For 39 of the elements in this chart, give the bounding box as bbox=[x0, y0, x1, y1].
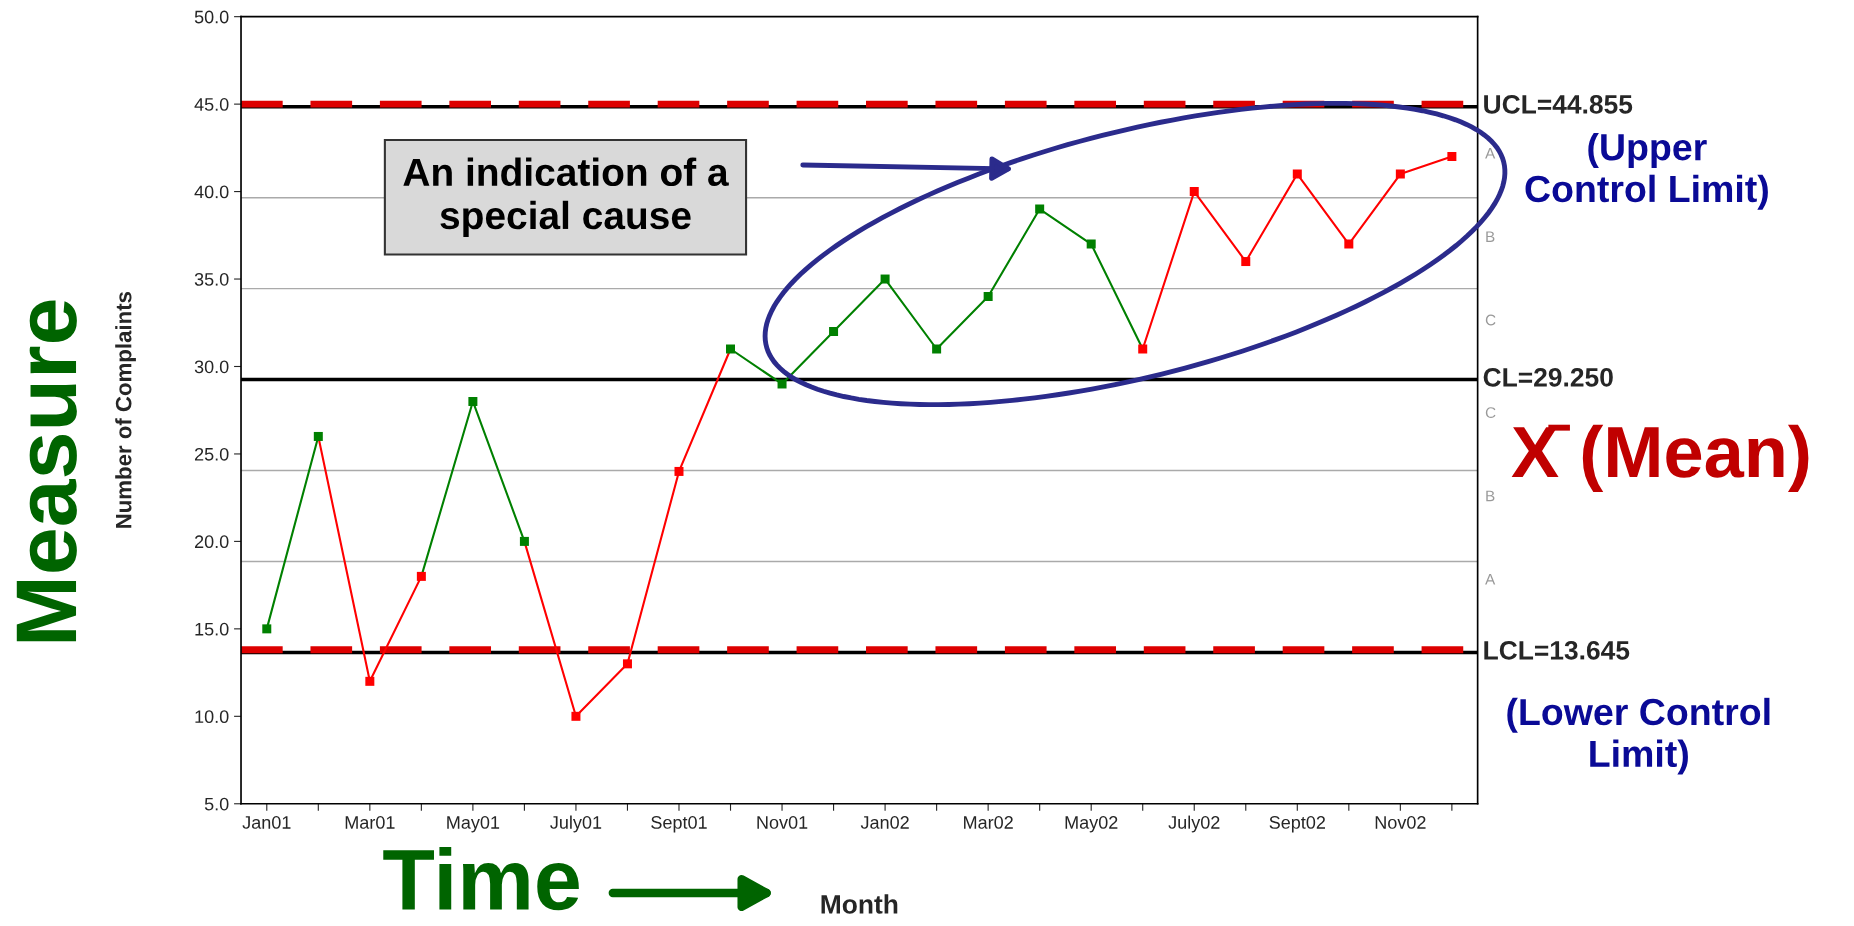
text: A bbox=[1485, 148, 1496, 159]
text: Time bbox=[383, 846, 579, 911]
x-tick-label: May02 bbox=[1065, 816, 1118, 833]
text: (Upper Control Limit) bbox=[1525, 132, 1768, 210]
x-tick-label: Sept01 bbox=[651, 816, 707, 833]
y-tick-label: 10.0 bbox=[195, 710, 229, 724]
y-tick-label: 40.0 bbox=[194, 185, 229, 199]
text: A bbox=[1485, 574, 1496, 585]
x-tick-label: Jan02 bbox=[860, 816, 909, 829]
x-tick-label: Mar02 bbox=[964, 816, 1013, 829]
x-tick-label: Nov01 bbox=[757, 816, 808, 829]
text: C bbox=[1485, 407, 1496, 419]
x-axis-title: Month bbox=[821, 894, 898, 914]
text: C bbox=[1485, 314, 1496, 326]
y-tick-label: 15.0 bbox=[195, 622, 229, 636]
ref-line-label: LCL=13.645 bbox=[1484, 640, 1630, 660]
annotation: An indication of a special cause bbox=[403, 157, 729, 238]
x-tick-label: Nov02 bbox=[1375, 816, 1426, 829]
x-tick-label: Sept02 bbox=[1269, 816, 1326, 833]
y-tick-label: 50.0 bbox=[194, 10, 229, 24]
y-tick-label: 45.0 bbox=[194, 98, 229, 111]
x-tick-label: May01 bbox=[447, 816, 500, 833]
y-axis-title: Number of Complaints bbox=[115, 291, 136, 528]
y-tick-label: 35.0 bbox=[194, 272, 229, 286]
text: B bbox=[1486, 490, 1495, 502]
y-tick-label: 25.0 bbox=[194, 447, 229, 461]
text: Measure bbox=[16, 300, 77, 642]
y-tick-label: 20.0 bbox=[194, 535, 229, 549]
y-tick-label: 5.0 bbox=[204, 797, 229, 811]
x-tick-label: Jan01 bbox=[242, 816, 291, 829]
text: (Lower Control Limit) bbox=[1507, 697, 1770, 775]
x-tick-label: July02 bbox=[1168, 815, 1220, 833]
ref-line-label: UCL=44.855 bbox=[1484, 95, 1633, 114]
x-tick-label: Mar01 bbox=[345, 816, 395, 829]
text: B bbox=[1486, 231, 1495, 242]
text: X̄ (Mean) bbox=[1511, 424, 1809, 493]
x-tick-label: July01 bbox=[550, 815, 602, 833]
ref-line-label: CL=29.250 bbox=[1483, 368, 1613, 387]
y-tick-label: 30.0 bbox=[194, 360, 229, 374]
